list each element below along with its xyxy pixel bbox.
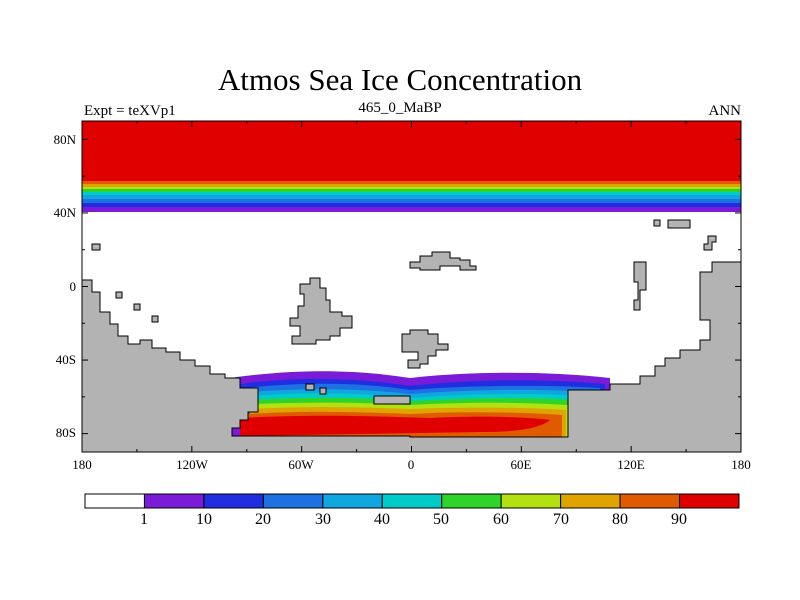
ice-shelf-island: [373, 395, 411, 405]
map-panel: [82, 121, 741, 452]
colorbar-box: [262, 493, 324, 509]
colorbar-label: 30: [315, 511, 331, 528]
lon-label: 180: [731, 457, 751, 472]
lon-label: 120W: [176, 457, 209, 472]
small-island-6: [151, 315, 159, 323]
tick-marks: [81, 121, 742, 452]
small-island-2: [703, 235, 717, 251]
colorbar-box: [381, 493, 443, 509]
colorbar-box: [619, 493, 681, 509]
colorbar-box: [322, 493, 383, 509]
colorbar-label: 50: [433, 511, 449, 528]
lat-label: 40S: [56, 352, 76, 367]
small-island-4: [115, 291, 123, 299]
land-masses: [82, 219, 741, 452]
colorbar-label: 40: [374, 511, 390, 528]
lon-label: 0: [408, 457, 415, 472]
colorbar-box: [441, 493, 502, 509]
colorbar-label: 80: [612, 511, 628, 528]
west-continent: [82, 261, 741, 452]
northern-ice-band: [82, 121, 741, 212]
lon-label: 60W: [288, 457, 314, 472]
southern-island: [401, 329, 449, 369]
map-title: Atmos Sea Ice Concentration: [217, 62, 583, 97]
small-island-5: [133, 303, 141, 311]
colorbar-label: 60: [493, 511, 509, 528]
small-island-9: [653, 219, 661, 227]
colorbar-box: [500, 493, 562, 509]
lon-label: 120E: [617, 457, 645, 472]
colorbar-label: 70: [553, 511, 569, 528]
eastern-island: [633, 261, 647, 311]
small-island-7: [305, 383, 315, 391]
lat-label: 40N: [54, 205, 77, 220]
lat-label: 0: [70, 279, 77, 294]
colorbar-label: 20: [255, 511, 271, 528]
colorbar: 1 10 20 30 40 50 60 70 80 90: [84, 493, 740, 528]
colorbar-box: [560, 493, 621, 509]
lat-label: 80N: [54, 132, 77, 147]
central-landmass: [289, 277, 353, 345]
longitude-labels: 180 120W 60W 0 60E 120E 180: [72, 457, 751, 472]
period-label: 465_0_MaBP: [358, 100, 442, 116]
colorbar-box: [143, 493, 205, 509]
season-label: ANN: [708, 103, 742, 119]
small-island-3: [91, 243, 101, 251]
southern-ice-band: [230, 371, 610, 440]
colorbar-label: 10: [196, 511, 212, 528]
latitude-labels: 80N 40N 0 40S 80S: [54, 132, 77, 440]
colorbar-box: [679, 493, 740, 509]
small-island-8: [319, 387, 327, 395]
colorbar-boxes: [84, 493, 740, 509]
colorbar-box: [203, 493, 264, 509]
colorbar-label: 1: [140, 511, 148, 528]
lon-label: 60E: [511, 457, 532, 472]
lon-label: 180: [72, 457, 92, 472]
colorbar-label: 90: [671, 511, 687, 528]
colorbar-box: [84, 493, 145, 509]
small-island-1: [667, 219, 691, 229]
lat-label: 80S: [56, 425, 76, 440]
experiment-label: Expt = teXVp1: [84, 103, 176, 119]
northern-island: [409, 251, 477, 271]
